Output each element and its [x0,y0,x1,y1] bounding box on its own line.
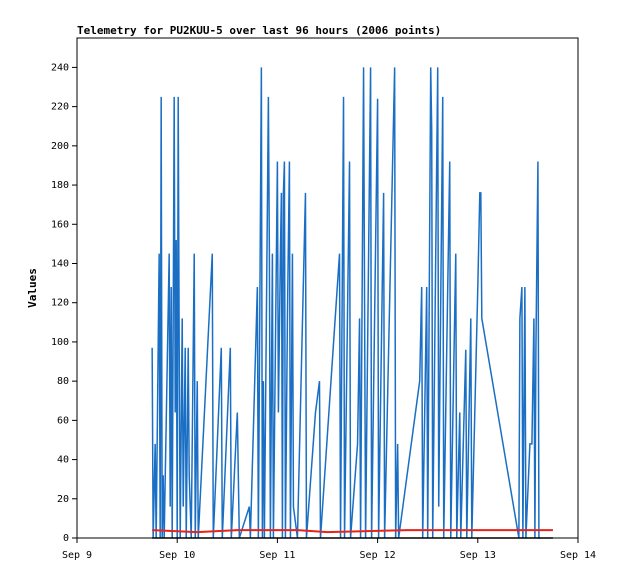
y-tick-label: 120 [51,298,69,309]
series-line [152,529,553,534]
x-tick-label: Sep 14 [560,550,596,561]
y-tick-label: 20 [57,494,69,505]
y-tick-label: 240 [51,62,69,73]
y-tick-label: 200 [51,141,69,152]
y-tick-label: 40 [57,455,69,466]
chart-title: Telemetry for PU2KUU-5 over last 96 hour… [77,24,441,37]
y-tick-label: 180 [51,180,69,191]
x-tick-label: Sep 11 [259,550,295,561]
y-tick-label: 220 [51,102,69,113]
x-tick-label: Sep 9 [62,550,92,561]
y-tick-label: 140 [51,258,69,269]
y-tick-label: 80 [57,376,69,387]
y-tick-label: 160 [51,219,69,230]
x-tick-label: Sep 10 [159,550,195,561]
plot-border [76,37,579,539]
y-axis-label: Values [26,268,39,308]
x-tick-label: Sep 12 [360,550,396,561]
y-tick-label: 100 [51,337,69,348]
y-tick-label: 0 [63,533,69,544]
y-tick-label: 60 [57,415,69,426]
x-tick-label: Sep 13 [460,550,496,561]
